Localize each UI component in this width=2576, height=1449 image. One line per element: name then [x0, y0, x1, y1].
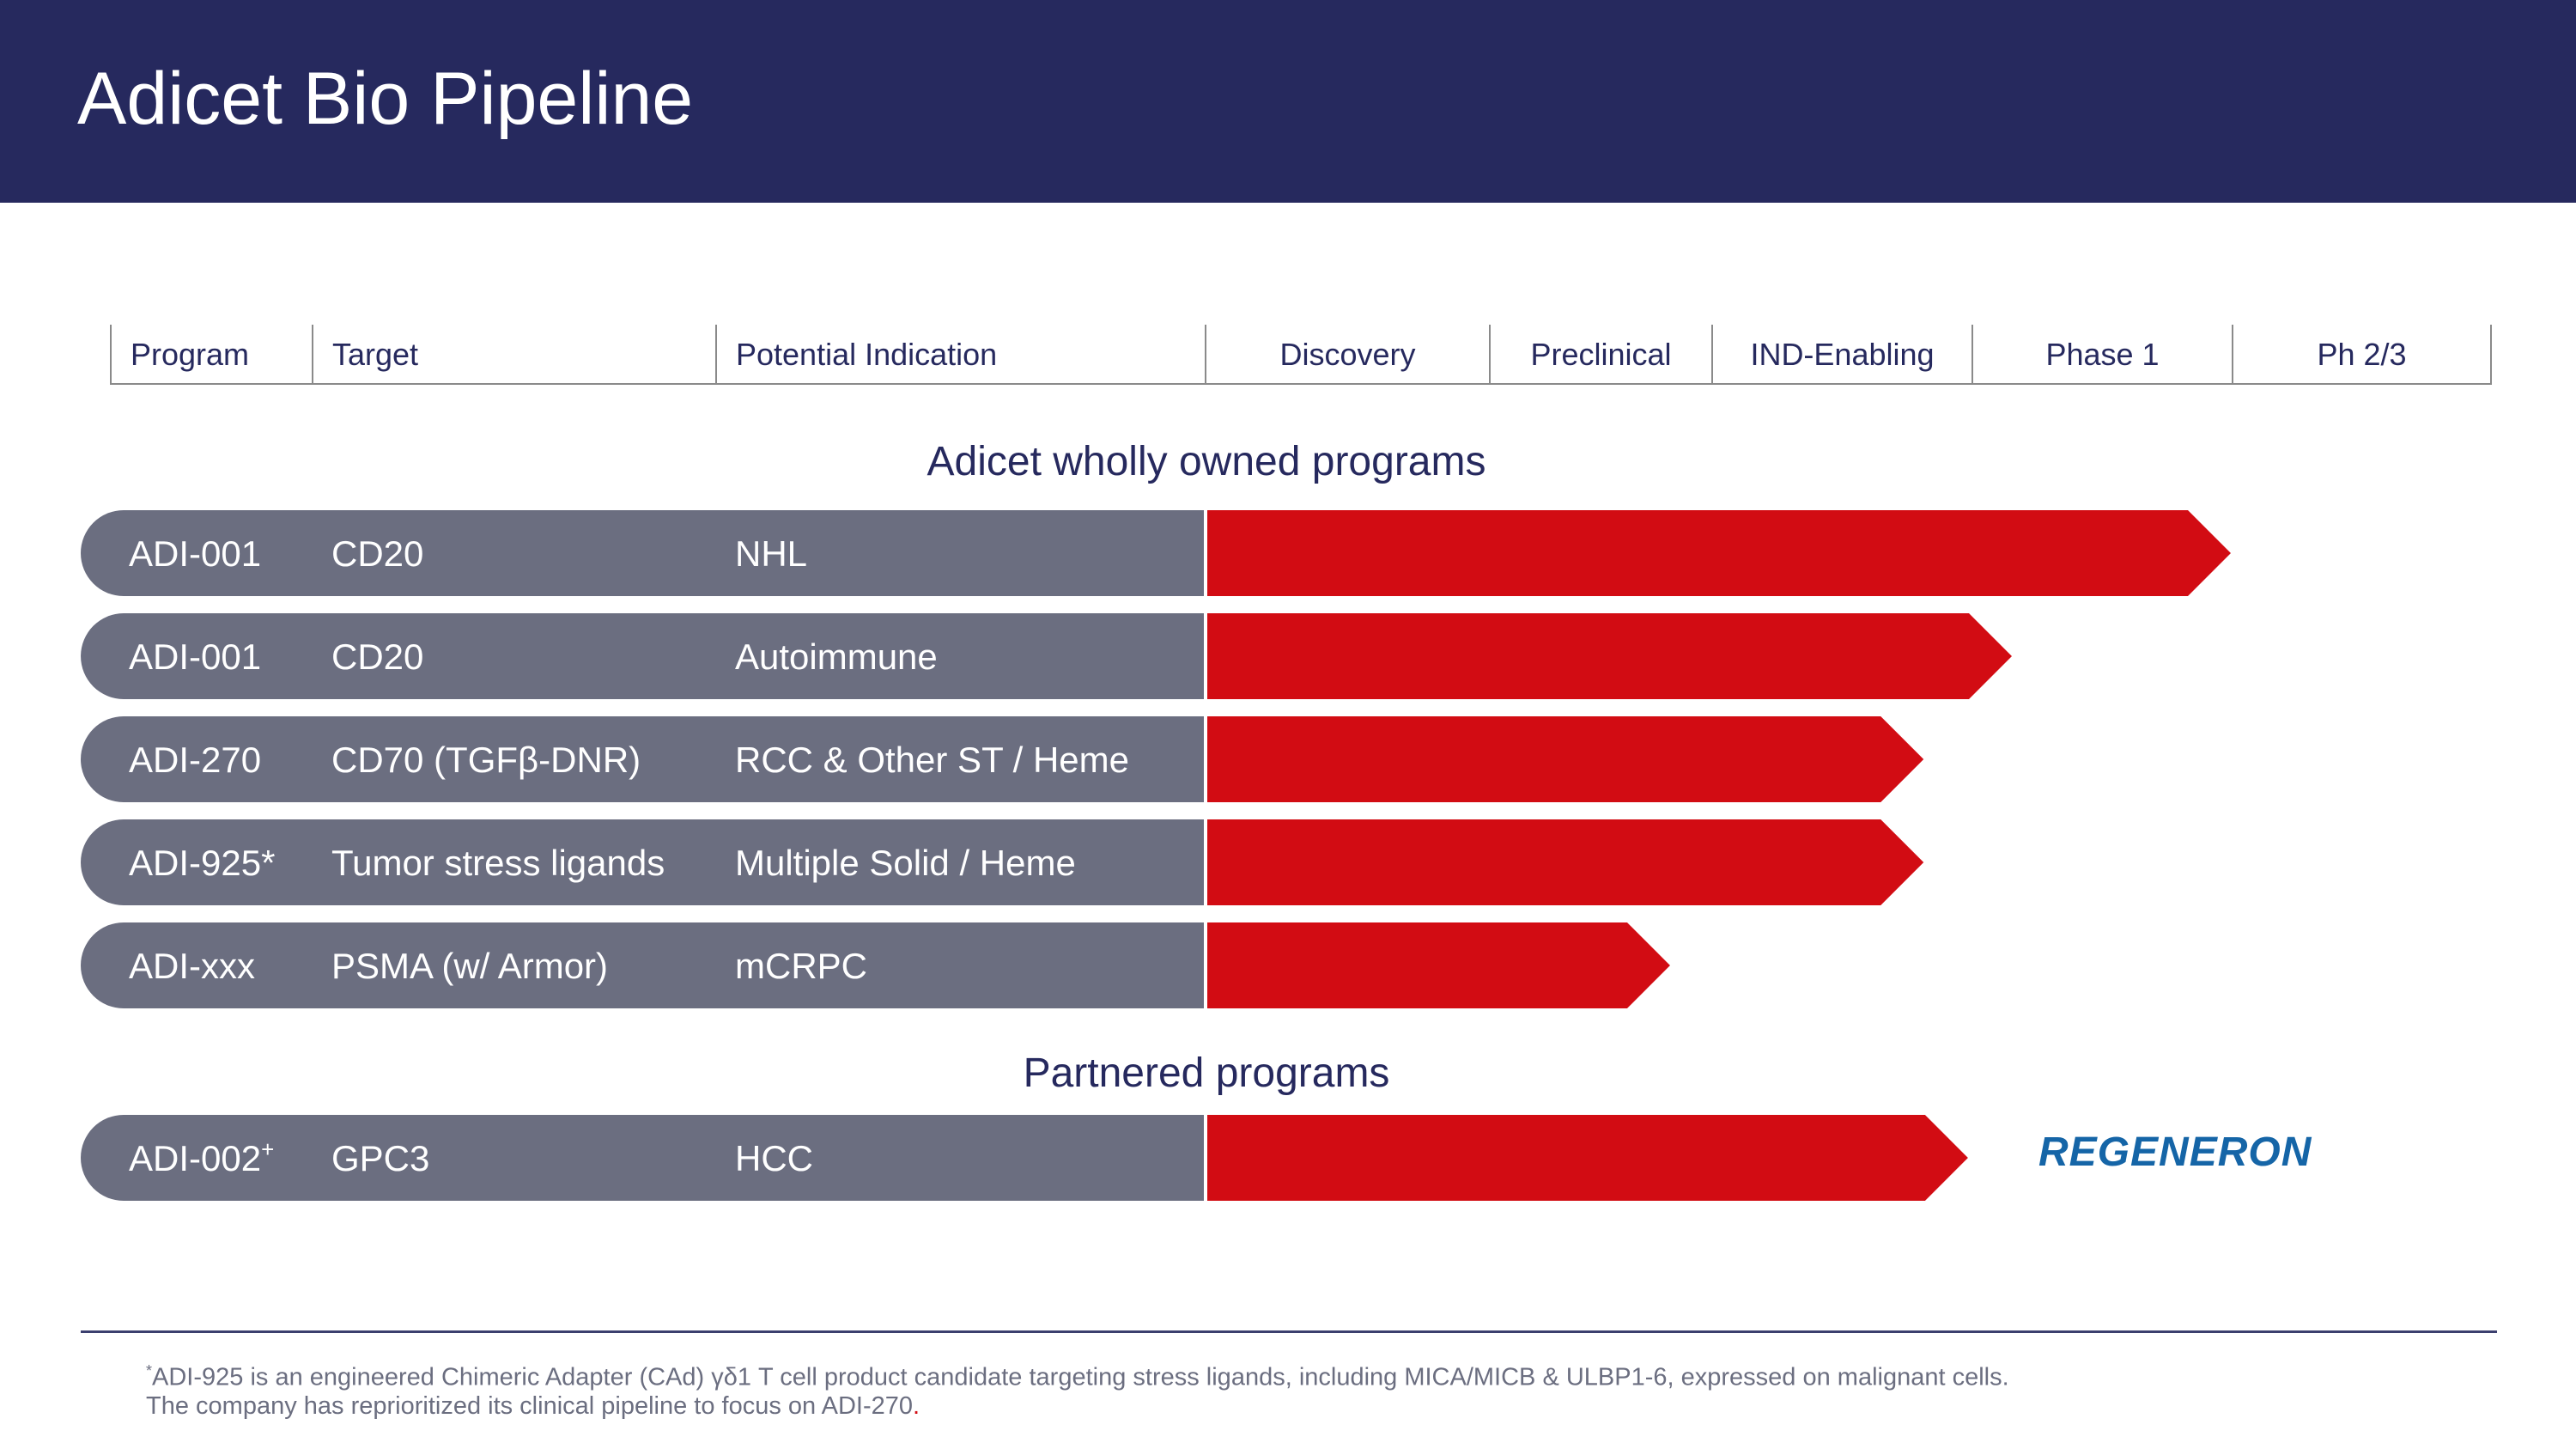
progress-arrow — [1207, 922, 1670, 1008]
footnote: *ADI-925 is an engineered Chimeric Adapt… — [146, 1357, 2035, 1421]
column-header-target: Target — [312, 325, 715, 383]
program-row-bar — [81, 510, 1204, 596]
progress-arrow — [1207, 716, 1924, 802]
program-indication: Multiple Solid / Heme — [735, 843, 1076, 883]
program-target: PSMA (w/ Armor) — [331, 946, 608, 986]
footnote-end: . — [913, 1391, 920, 1420]
program-target: CD20 — [331, 636, 423, 677]
column-header-preclinical: Preclinical — [1489, 325, 1711, 383]
section-title-owned: Adicet wholly owned programs — [927, 439, 1486, 484]
program-indication: Autoimmune — [735, 636, 938, 677]
program-row-bar — [81, 613, 1204, 699]
program-row-bar — [81, 819, 1204, 905]
progress-arrow — [1207, 1115, 1968, 1201]
column-header-indication: Potential Indication — [715, 325, 1205, 383]
program-target: Tumor stress ligands — [331, 843, 665, 883]
page-title: Adicet Bio Pipeline — [77, 58, 694, 140]
progress-arrow — [1207, 613, 2012, 699]
footnote-text: ADI-925 is an engineered Chimeric Adapte… — [146, 1363, 2009, 1420]
column-header-phase-1: Phase 1 — [1971, 325, 2232, 383]
program-indication: NHL — [735, 533, 807, 574]
program-indication: RCC & Other ST / Heme — [735, 740, 1129, 780]
footnote-divider — [81, 1330, 2497, 1333]
program-name: ADI-001 — [129, 636, 261, 677]
program-row-bar — [81, 1115, 1204, 1201]
program-target: GPC3 — [331, 1138, 429, 1178]
column-header-program: Program — [110, 325, 312, 383]
program-superscript: + — [261, 1136, 274, 1162]
program-row-bar — [81, 716, 1204, 802]
progress-arrow — [1207, 819, 1924, 905]
program-name: ADI-001 — [129, 533, 261, 574]
program-name: ADI-xxx — [129, 946, 255, 986]
program-target: CD70 (TGFβ-DNR) — [331, 740, 641, 780]
program-target: CD20 — [331, 533, 423, 574]
column-header-row: Program Target Potential Indication Disc… — [110, 325, 2492, 385]
partner-logo-regeneron: REGENERON — [2038, 1129, 2312, 1175]
header-band — [0, 0, 2576, 203]
section-title-partnered: Partnered programs — [1023, 1050, 1390, 1096]
column-header-ind-enabling: IND-Enabling — [1711, 325, 1971, 383]
program-row-bar — [81, 922, 1204, 1008]
program-name: ADI-925* — [129, 843, 275, 883]
progress-arrow — [1207, 510, 2231, 596]
column-header-ph-2-3: Ph 2/3 — [2232, 325, 2492, 383]
program-indication: mCRPC — [735, 946, 867, 986]
footnote-marker: * — [146, 1362, 153, 1379]
program-name: ADI-270 — [129, 740, 261, 780]
program-name: ADI-002+ — [129, 1136, 274, 1178]
program-indication: HCC — [735, 1138, 813, 1178]
column-header-discovery: Discovery — [1205, 325, 1489, 383]
